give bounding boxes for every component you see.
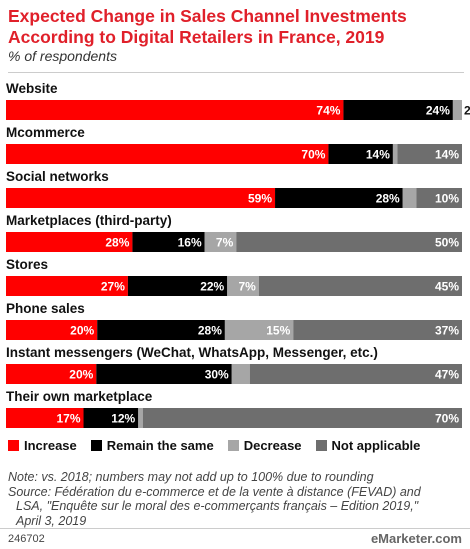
bar-segment-decrease: [402, 188, 417, 208]
value-label-increase: 59%: [248, 192, 272, 206]
category-label: Mcommerce: [6, 125, 85, 140]
footnotes: Note: vs. 2018; numbers may not add up t…: [8, 470, 464, 528]
bar-segment-decrease: [224, 320, 294, 340]
value-label-not-applicable: 45%: [435, 280, 459, 294]
value-label-not-applicable: 37%: [435, 324, 459, 338]
value-label-remain-the-same: 22%: [200, 280, 224, 294]
legend-swatch-remain: [90, 440, 102, 451]
value-label-decrease: 7%: [238, 280, 256, 294]
value-label-remain-the-same: 28%: [198, 324, 222, 338]
category-label: Marketplaces (third-party): [6, 213, 172, 228]
bar-segment-decrease: [452, 100, 462, 120]
bar-segment-increase: [6, 232, 133, 252]
chart-subtitle: % of respondents: [8, 48, 117, 64]
value-label-remain-the-same: 16%: [178, 236, 202, 250]
value-label-not-applicable: 14%: [435, 148, 459, 162]
bar-segment-increase: [6, 188, 276, 208]
stacked-bar-chart: Website74%24%2%Mcommerce70%14%1%14%Socia…: [6, 81, 470, 428]
value-label-remain-the-same: 24%: [426, 104, 450, 118]
source-text-line1: Source: Fédération du e-commerce et de l…: [8, 484, 421, 499]
bar-segment-not-applicable: [397, 144, 462, 164]
legend-swatch-not-applicable: [315, 440, 327, 451]
legend: Increase Remain the same Decrease Not ap…: [8, 438, 420, 453]
bar-segment-not-applicable: [416, 188, 462, 208]
value-label-increase: 27%: [101, 280, 125, 294]
legend-item-increase: Increase: [8, 438, 77, 453]
bar-segment-increase: [6, 100, 344, 120]
value-label-remain-the-same: 14%: [366, 148, 390, 162]
legend-item-not-applicable: Not applicable: [315, 438, 421, 453]
source-text-line3: April 3, 2019: [16, 513, 87, 528]
legend-label-remain: Remain the same: [106, 438, 214, 453]
value-label-increase: 20%: [69, 368, 93, 382]
bar-segment-increase: [6, 276, 128, 296]
chart-title: Expected Change in Sales Channel Investm…: [8, 6, 407, 47]
bar-segment-increase: [6, 408, 84, 428]
value-label-remain-the-same: 30%: [205, 368, 229, 382]
value-label-decrease: 15%: [266, 324, 290, 338]
legend-label-increase: Increase: [24, 438, 77, 453]
bar-segment-decrease: [204, 232, 237, 252]
value-label-not-applicable: 50%: [435, 236, 459, 250]
source-text-line2: LSA, "Enquête sur le moral des e-commerç…: [16, 499, 419, 513]
value-label-increase: 17%: [56, 412, 80, 426]
value-label-increase: 20%: [70, 324, 94, 338]
bar-segment-remain-the-same: [343, 100, 453, 120]
legend-label-not-applicable: Not applicable: [331, 438, 421, 453]
value-label-not-applicable: 47%: [435, 368, 459, 382]
bar-segment-not-applicable: [236, 232, 462, 252]
bar-segment-remain-the-same: [132, 232, 205, 252]
bar-segment-increase: [6, 364, 97, 384]
value-label-increase: 70%: [301, 148, 325, 162]
legend-item-decrease: Decrease: [227, 438, 302, 453]
legend-swatch-decrease: [227, 440, 239, 451]
bar-segment-not-applicable: [258, 276, 462, 296]
category-label: Social networks: [6, 169, 109, 184]
bar-segment-increase: [6, 320, 98, 340]
bar-segment-not-applicable: [249, 364, 462, 384]
category-label: Their own marketplace: [6, 389, 153, 404]
chart-id: 246702: [8, 533, 45, 545]
bar-segment-not-applicable: [142, 408, 463, 428]
value-label-decrease: 7%: [216, 236, 234, 250]
bar-segment-decrease: [392, 144, 398, 164]
bar-segment-remain-the-same: [97, 320, 225, 340]
value-label-remain-the-same: 28%: [376, 192, 400, 206]
value-label-not-applicable: 70%: [435, 412, 459, 426]
value-label-not-applicable: 10%: [435, 192, 459, 206]
bar-segment-remain-the-same: [83, 408, 139, 428]
bar-segment-decrease: [138, 408, 143, 428]
category-label: Website: [6, 81, 58, 96]
note-text: Note: vs. 2018; numbers may not add up t…: [8, 470, 374, 484]
bar-segment-increase: [6, 144, 329, 164]
bar-segment-remain-the-same: [275, 188, 403, 208]
bar-segment-decrease: [231, 364, 250, 384]
value-label-increase: 74%: [316, 104, 340, 118]
footer-divider: [0, 528, 470, 529]
legend-item-remain: Remain the same: [90, 438, 214, 453]
brand-logo: eMarketer.com: [370, 531, 462, 546]
category-label: Instant messengers (WeChat, WhatsApp, Me…: [6, 345, 378, 360]
bar-segment-remain-the-same: [127, 276, 228, 296]
legend-swatch-increase: [8, 440, 19, 451]
value-label-decrease: 2%: [464, 104, 470, 118]
legend-label-decrease: Decrease: [243, 438, 302, 453]
bar-segment-not-applicable: [293, 320, 462, 340]
bar-segment-decrease: [227, 276, 259, 296]
value-label-remain-the-same: 12%: [111, 412, 135, 426]
category-label: Stores: [6, 257, 48, 272]
bar-segment-remain-the-same: [96, 364, 232, 384]
title-divider: [8, 72, 464, 73]
value-label-increase: 28%: [105, 236, 129, 250]
category-label: Phone sales: [6, 301, 85, 316]
bar-segment-remain-the-same: [328, 144, 393, 164]
